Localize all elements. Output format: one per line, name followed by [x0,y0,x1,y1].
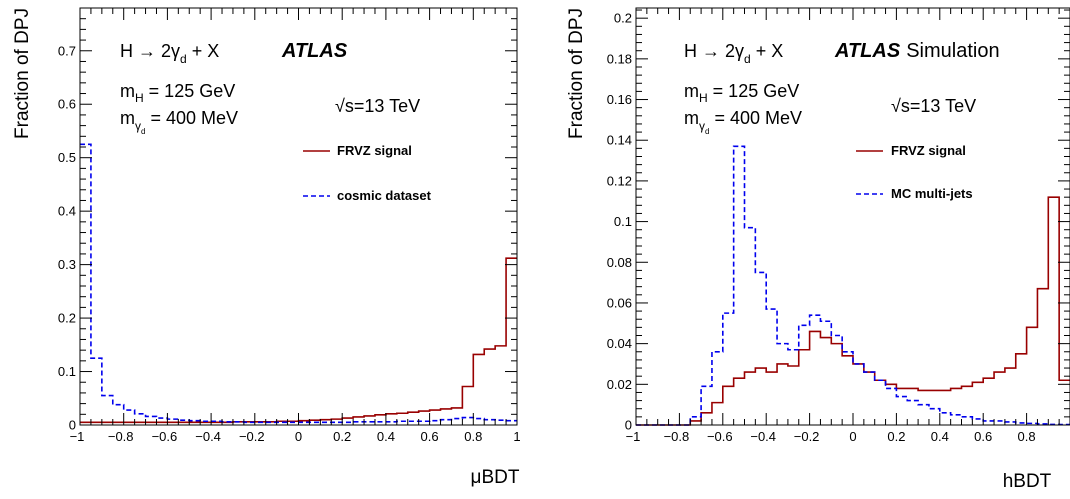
dark-photon-mass-label: mγd = 400 MeV [120,108,238,136]
x-tick-label: −1 [626,429,641,444]
process-tail: + X [187,41,220,61]
mass-symbol: m [120,81,135,101]
plot-frame [79,7,518,426]
mass-value: = 400 MeV [145,108,238,128]
mass-value: = 125 GeV [144,81,236,101]
legend-label-1: FRVZ signal [891,143,966,158]
y-tick-label: 0.4 [58,204,76,219]
y-tick-label: 0.06 [607,295,632,310]
atlas-simulation: Simulation [906,40,999,62]
energy-label: √s=13 TeV [891,96,976,116]
y-tick-label: 0.12 [607,173,632,188]
mass-value: = 400 MeV [709,108,802,128]
mass-subsub: d [705,127,709,136]
x-tick-label: 0.2 [887,429,905,444]
energy-label: √s=13 TeV [335,96,420,116]
mass-value: = 125 GeV [708,81,800,101]
series-mc-multi-jets-line [636,145,1070,426]
y-axis-label: Fraction of DPJ [12,8,33,139]
mass-symbol: m [684,81,699,101]
process-sub: d [180,52,187,66]
y-tick-label: 0.5 [58,150,76,165]
process-label: H → 2γd + X [684,41,783,66]
higgs-mass-label: mH = 125 GeV [684,81,799,105]
y-tick-label: 0.14 [607,133,632,148]
higgs-mass-label: mH = 125 GeV [120,81,235,105]
y-tick-label: 0.1 [614,214,632,229]
atlas-main: ATLAS [281,40,348,62]
x-tick-label: −0.4 [195,429,221,444]
y-tick-label: 0.1 [58,364,76,379]
x-tick-label: 0.2 [333,429,351,444]
series-frvz-signal-line [80,257,517,424]
mass-symbol: m [120,108,135,128]
process-main: H → 2γ [684,41,744,61]
y-tick-label: 0.3 [58,257,76,272]
x-tick-label: 1 [513,429,520,444]
mass-sub: H [135,91,144,105]
x-tick-label: 0 [295,429,302,444]
x-tick-label: −1 [70,429,85,444]
y-tick-label: 0.02 [607,377,632,392]
y-tick-label: 0.08 [607,255,632,270]
x-tick-label: 0.6 [974,429,992,444]
atlas-label: ATLAS Simulation [834,40,1000,62]
x-tick-label: −0.2 [794,429,820,444]
y-tick-label: 0.04 [607,336,632,351]
x-axis-label: μBDT [471,467,520,488]
legend-label-2: MC multi-jets [891,186,973,201]
x-tick-label: −0.8 [108,429,134,444]
legend-label-1: FRVZ signal [337,143,412,158]
y-tick-label: 0 [625,418,632,433]
chart-panel-1: 0 0.1 0.2 0.3 0.4 0.5 0.6 0.7 −1 −0.8 −0.6 −0.4 −0.2… [12,7,521,488]
process-sub: d [744,52,751,66]
x-tick-label: −0.2 [239,429,265,444]
x-tick-label: 0.4 [931,429,949,444]
y-axis-label: Fraction of DPJ [566,8,587,139]
x-tick-label: 0.8 [1018,429,1036,444]
x-tick-label: −0.6 [152,429,178,444]
x-tick-label: −0.4 [750,429,776,444]
atlas-main: ATLAS [834,40,901,62]
y-tick-label: 0.6 [58,97,76,112]
atlas-label: ATLAS [281,40,348,62]
x-tick-label: −0.6 [707,429,733,444]
x-tick-label: 0 [849,429,856,444]
y-tick-label: 0.2 [614,11,632,26]
series-cosmic-dataset-line [80,143,517,424]
y-tick-label: 0 [69,418,76,433]
process-label: H → 2γd + X [120,41,219,66]
y-tick-label: 0.18 [607,51,632,66]
x-axis-label: hBDT [1003,471,1052,492]
mass-sub: H [699,91,708,105]
x-tick-label: −0.8 [664,429,690,444]
series-frvz-signal-line [636,196,1070,426]
mass-symbol: m [684,108,699,128]
process-tail: + X [751,41,784,61]
x-tick-label: 0.8 [464,429,482,444]
y-tick-label: 0.7 [58,43,76,58]
legend-label-2: cosmic dataset [337,188,432,203]
x-tick-label: 0.4 [377,429,395,444]
mass-sub: γ [135,119,141,133]
x-tick-label: 0.6 [421,429,439,444]
y-tick-label: 0.2 [58,311,76,326]
y-tick-label: 0.16 [607,92,632,107]
mass-sub: γ [699,119,705,133]
chart-panel-2: 0 0.02 0.04 0.06 0.08 0.1 0.12 0.14 0.16 0.18 0.2 −… [566,7,1070,492]
dark-photon-mass-label: mγd = 400 MeV [684,108,802,136]
process-main: H → 2γ [120,41,180,61]
mass-subsub: d [141,127,145,136]
